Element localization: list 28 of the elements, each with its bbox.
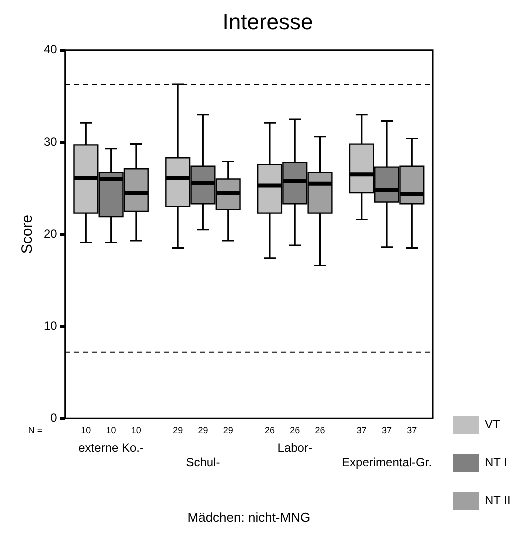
- text: 10: [131, 426, 142, 436]
- y-axis-title: Score: [19, 214, 36, 254]
- text: 37: [356, 426, 367, 436]
- x-tick-label: externe Ko.-: [78, 441, 144, 456]
- chart-title: Interesse: [222, 9, 314, 34]
- text: 26: [315, 426, 326, 436]
- legend-label: VT: [485, 417, 502, 432]
- text: 29: [198, 426, 208, 436]
- y-tick-label: 10: [44, 318, 58, 333]
- legend-label: NT I: [485, 455, 508, 470]
- text: 26: [265, 426, 276, 436]
- text: 29: [173, 426, 184, 436]
- x-tick-label: Labor-: [278, 441, 312, 456]
- x-axis-title: Mädchen: nicht-MNG: [188, 510, 311, 525]
- text: 37: [382, 426, 392, 436]
- text: 26: [290, 426, 300, 436]
- text: N =: [28, 426, 43, 436]
- text: 37: [407, 426, 418, 436]
- text: 10: [81, 426, 92, 436]
- y-tick-label: 0: [50, 410, 58, 425]
- y-tick-label: 30: [44, 134, 58, 149]
- x-tick-label: Schul-: [186, 456, 220, 470]
- x-tick-label: Experimental-Gr.: [342, 456, 432, 470]
- text: 10: [106, 426, 116, 436]
- y-tick-label: 20: [44, 226, 58, 241]
- y-tick-label: 40: [44, 42, 58, 57]
- legend-label: NT II: [485, 493, 511, 508]
- text: 29: [223, 426, 234, 436]
